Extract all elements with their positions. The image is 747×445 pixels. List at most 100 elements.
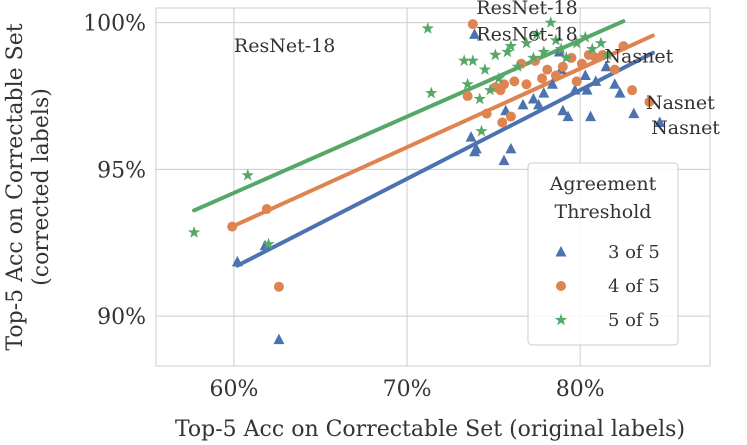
- point-3-of-5: [517, 98, 529, 110]
- point-3-of-5: [533, 98, 545, 110]
- point-4-of-5: [571, 76, 582, 87]
- point-4-of-5: [462, 91, 473, 102]
- point-3-of-5: [614, 87, 626, 98]
- point-5-of-5: [554, 42, 568, 55]
- point-5-of-5: [594, 36, 608, 49]
- point-5-of-5: [530, 27, 544, 40]
- y-tick-label: 90%: [97, 305, 146, 330]
- legend-marker-5-of-5: [554, 313, 568, 326]
- x-tick-label: 70%: [383, 377, 432, 402]
- point-5-of-5: [570, 36, 583, 49]
- model-annotation: Nasnet: [604, 45, 673, 67]
- point-3-of-5: [505, 142, 517, 154]
- point-5-of-5: [262, 237, 275, 250]
- model-annotation: ResNet-18: [234, 35, 335, 57]
- point-5-of-5: [601, 48, 614, 61]
- fit-line-3-of-5: [235, 50, 655, 268]
- point-4-of-5: [261, 204, 272, 215]
- point-4-of-5: [467, 19, 478, 30]
- point-4-of-5: [618, 41, 629, 52]
- point-4-of-5: [521, 79, 532, 90]
- point-3-of-5: [569, 84, 581, 95]
- model-annotation: Nasnet: [651, 117, 720, 139]
- point-4-of-5: [627, 85, 638, 96]
- point-4-of-5: [227, 221, 238, 232]
- point-4-of-5: [509, 76, 520, 87]
- point-3-of-5: [469, 28, 481, 39]
- point-3-of-5: [498, 154, 510, 166]
- point-3-of-5: [273, 333, 285, 345]
- point-5-of-5: [504, 39, 518, 52]
- point-4-of-5: [497, 117, 508, 128]
- y-axis-label-line2: (corrected labels): [29, 88, 54, 286]
- legend-title-line2: Threshold: [555, 201, 652, 223]
- point-3-of-5: [557, 104, 569, 116]
- legend-box: [527, 162, 679, 346]
- point-5-of-5: [511, 60, 524, 72]
- point-4-of-5: [557, 61, 568, 72]
- point-5-of-5: [425, 86, 438, 99]
- legend-marker-4-of-5: [556, 281, 566, 291]
- model-annotation: ResNet-18: [476, 23, 577, 45]
- y-tick-label: 100%: [83, 12, 146, 37]
- point-3-of-5: [465, 131, 477, 142]
- point-5-of-5: [537, 45, 550, 58]
- point-5-of-5: [478, 63, 492, 75]
- point-5-of-5: [483, 83, 497, 96]
- point-5-of-5: [458, 54, 471, 67]
- point-3-of-5: [654, 116, 666, 127]
- point-3-of-5: [628, 107, 640, 119]
- point-5-of-5: [492, 71, 505, 84]
- point-5-of-5: [549, 33, 563, 46]
- point-4-of-5: [644, 96, 655, 107]
- point-5-of-5: [187, 226, 201, 238]
- point-3-of-5: [581, 84, 593, 95]
- point-4-of-5: [537, 73, 548, 84]
- point-5-of-5: [586, 42, 599, 55]
- point-3-of-5: [609, 78, 621, 89]
- point-4-of-5: [550, 70, 561, 81]
- x-tick-label: 80%: [556, 377, 605, 402]
- legend: Agreement Threshold 3 of 5 4 of 5 5 of 5: [527, 162, 679, 346]
- x-axis-label: Top-5 Acc on Correctable Set (original l…: [175, 417, 685, 442]
- axis-ticks: 60% 70% 80% 90% 95% 100%: [83, 12, 605, 402]
- fit-line-5-of-5: [192, 19, 626, 213]
- point-5-of-5: [579, 30, 592, 43]
- point-5-of-5: [421, 22, 434, 34]
- point-5-of-5: [520, 36, 533, 49]
- point-3-of-5: [585, 110, 597, 122]
- point-3-of-5: [579, 69, 591, 80]
- point-3-of-5: [231, 255, 243, 267]
- point-3-of-5: [546, 78, 558, 89]
- point-3-of-5: [538, 87, 550, 98]
- point-5-of-5: [501, 45, 514, 58]
- point-4-of-5: [609, 64, 620, 75]
- point-3-of-5: [527, 92, 539, 104]
- point-5-of-5: [560, 51, 573, 64]
- point-4-of-5: [542, 64, 553, 75]
- point-5-of-5: [475, 124, 488, 137]
- legend-label: 3 of 5: [608, 242, 660, 263]
- point-5-of-5: [466, 54, 479, 67]
- point-4-of-5: [505, 111, 516, 122]
- point-5-of-5: [489, 48, 502, 61]
- model-annotations: ResNet-18 ResNet-18 ResNet-18 Nasnet Nasnet N…: [234, 0, 720, 139]
- legend-label: 4 of 5: [608, 276, 660, 297]
- x-tick-label: 60%: [209, 377, 258, 402]
- point-3-of-5: [600, 60, 612, 72]
- point-5-of-5: [544, 16, 557, 28]
- legend-marker-3-of-5: [555, 246, 567, 257]
- point-3-of-5: [470, 142, 482, 154]
- point-5-of-5: [461, 77, 474, 90]
- legend-title-line1: Agreement: [549, 173, 657, 195]
- legend-label: 5 of 5: [608, 310, 660, 331]
- y-axis-label-line1: Top-5 Acc on Correctable Set: [3, 23, 28, 350]
- model-annotation: Nasnet: [646, 92, 715, 114]
- point-4-of-5: [481, 108, 492, 119]
- point-5-of-5: [527, 51, 540, 64]
- y-tick-label: 95%: [97, 158, 146, 183]
- point-4-of-5: [576, 58, 587, 69]
- point-5-of-5: [473, 92, 486, 105]
- point-5-of-5: [241, 168, 254, 181]
